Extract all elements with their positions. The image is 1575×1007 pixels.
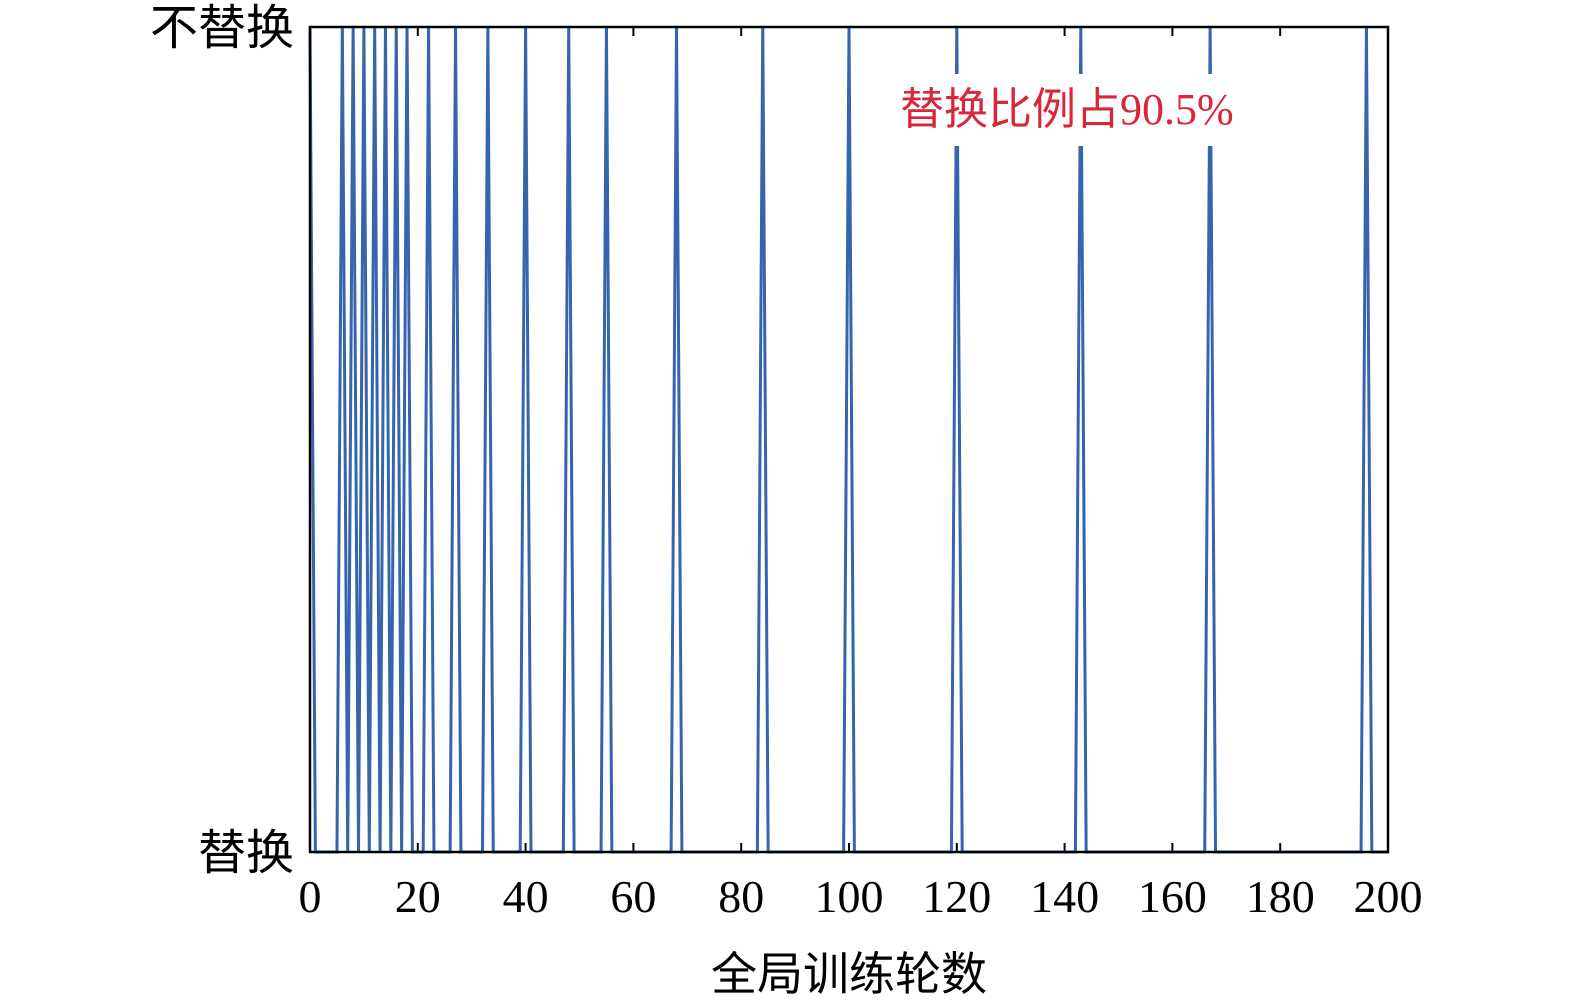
annotation-background <box>896 74 1292 146</box>
x-tick-label: 120 <box>922 871 991 922</box>
replacement-ratio-annotation: 替换比例占90.5% <box>900 85 1234 134</box>
x-tick-label: 80 <box>718 871 764 922</box>
x-tick-label: 180 <box>1246 871 1315 922</box>
replacement-series-line <box>308 26 1388 854</box>
y-tick-labels: 替换 不替换 <box>150 2 294 880</box>
y-tick-label: 替换 <box>198 827 294 880</box>
y-tick-label: 不替换 <box>150 2 294 55</box>
x-tick-label: 160 <box>1138 871 1207 922</box>
x-tick-label: 40 <box>503 871 549 922</box>
x-axis-label: 全局训练轮数 <box>711 949 987 1000</box>
x-tick-labels: 0 20 40 60 80 100 120 140 160 180 200 <box>299 871 1423 922</box>
plot-frame <box>308 25 1390 854</box>
x-tick-label: 140 <box>1030 871 1099 922</box>
x-tick-label: 20 <box>395 871 441 922</box>
x-tick-label: 60 <box>610 871 656 922</box>
x-tick-label: 200 <box>1354 871 1423 922</box>
x-tick-label: 100 <box>815 871 884 922</box>
x-tick-label: 0 <box>299 871 322 922</box>
